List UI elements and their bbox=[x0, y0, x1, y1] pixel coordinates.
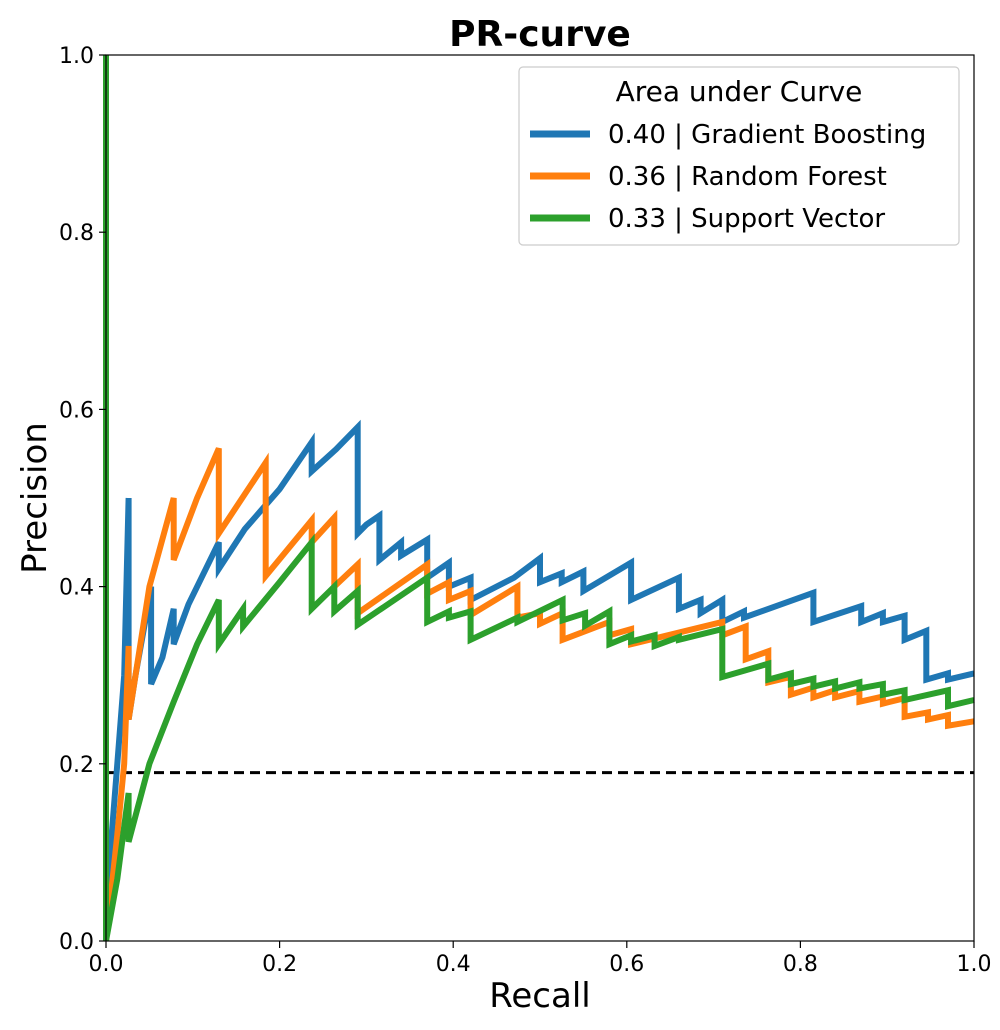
series-line-support-vector bbox=[103, 55, 975, 942]
y-axis-ticks: 0.0 0.2 0.4 0.6 0.8 1.0 bbox=[59, 44, 106, 955]
y-tick-label: 0.0 bbox=[59, 930, 94, 955]
series-layer bbox=[103, 55, 975, 942]
y-tick-label: 1.0 bbox=[59, 44, 94, 69]
x-axis-label: Recall bbox=[489, 976, 590, 1016]
x-axis-ticks: 0.0 0.2 0.4 0.6 0.8 1.0 bbox=[89, 941, 992, 977]
legend-box bbox=[518, 66, 960, 246]
legend-label-gradient-boosting: 0.40 | Gradient Boosting bbox=[608, 120, 926, 150]
x-tick-label: 0.8 bbox=[783, 952, 818, 977]
x-tick-label: 0.4 bbox=[436, 952, 471, 977]
legend-label-random-forest: 0.36 | Random Forest bbox=[608, 162, 887, 192]
legend-items: 0.40 | Gradient Boosting 0.36 | Random Fo… bbox=[530, 120, 926, 234]
chart-title: PR-curve bbox=[449, 14, 631, 55]
plot-frame bbox=[105, 54, 975, 942]
x-tick-label: 0.6 bbox=[609, 952, 644, 977]
y-tick-label: 0.2 bbox=[59, 753, 94, 778]
y-tick-label: 0.6 bbox=[59, 398, 94, 423]
y-axis-label: Precision bbox=[15, 422, 55, 574]
x-tick-label: 1.0 bbox=[957, 952, 992, 977]
y-tick-label: 0.4 bbox=[59, 576, 94, 601]
legend-title: Area under Curve bbox=[616, 75, 863, 108]
y-tick-label: 0.8 bbox=[59, 221, 94, 246]
x-tick-label: 0.2 bbox=[262, 952, 297, 977]
legend: Area under Curve 0.40 | Gradient Boostin… bbox=[518, 66, 960, 246]
legend-label-support-vector: 0.33 | Support Vector bbox=[608, 204, 885, 234]
x-tick-label: 0.0 bbox=[89, 952, 124, 977]
series-line-random-forest bbox=[103, 447, 975, 942]
